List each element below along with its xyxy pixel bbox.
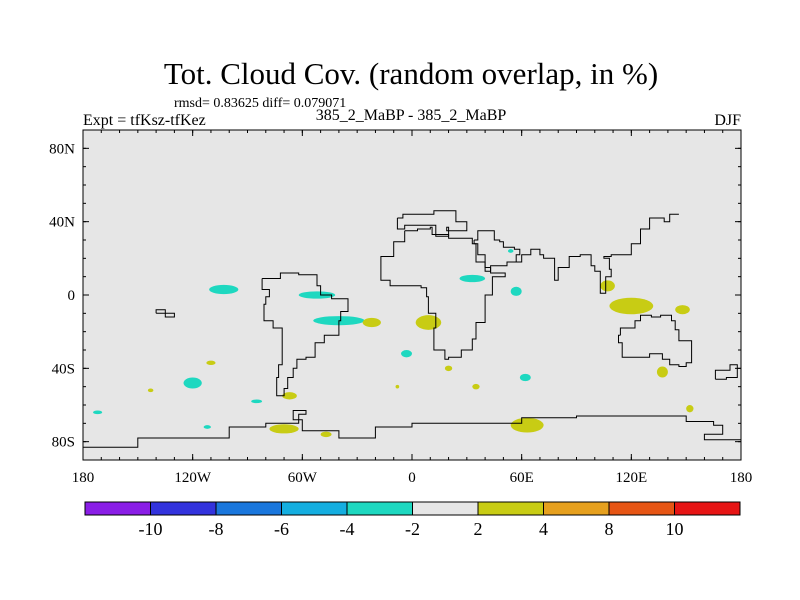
- anomaly-patch: [686, 405, 694, 413]
- colorbar-label: -8: [209, 519, 224, 539]
- coastline: [618, 314, 693, 367]
- x-tick-label: 60W: [288, 470, 318, 486]
- anomaly-patch: [206, 360, 216, 366]
- coastline: [516, 213, 679, 294]
- y-tick-label: 0: [68, 288, 76, 304]
- anomaly-patch: [395, 384, 400, 389]
- coastline-layer: [83, 210, 741, 449]
- coastline: [714, 364, 738, 380]
- y-tick-label: 40N: [49, 215, 75, 231]
- anomaly-patch: [600, 280, 615, 292]
- anomaly-patch: [209, 284, 239, 295]
- anomaly-patch: [362, 317, 381, 328]
- colorbar-swatch: [281, 501, 348, 516]
- colorbar-label: -2: [405, 519, 420, 539]
- colorbar-swatch: [543, 501, 610, 516]
- anomaly-patch: [444, 365, 453, 372]
- colorbar-swatch: [84, 501, 151, 516]
- comparison-label: 385_2_MaBP - 385_2_MaBP: [316, 107, 507, 124]
- colorbar: -10 -8 -6 -4 -2 2 4 8 10: [84, 501, 741, 539]
- anomaly-patch: [459, 274, 486, 283]
- plot-background: [83, 130, 741, 460]
- x-tick-label: 60E: [510, 470, 534, 486]
- colorbar-swatch: [674, 501, 741, 516]
- colorbar-label: 10: [666, 519, 684, 539]
- anomaly-patch: [93, 410, 103, 415]
- colorbar-label: 8: [605, 519, 614, 539]
- x-tick-label: 180: [72, 470, 95, 486]
- x-tick-label: 120W: [174, 470, 212, 486]
- anomaly-patch: [401, 350, 412, 358]
- anomaly-patch: [320, 431, 332, 438]
- colorbar-swatch: [346, 501, 413, 516]
- coastline: [261, 272, 349, 397]
- chart-title: Tot. Cloud Cov. (random overlap, in %): [164, 56, 658, 91]
- x-tick-label: 0: [408, 470, 416, 486]
- anomaly-patch: [507, 249, 514, 253]
- anomaly-patch: [298, 291, 336, 299]
- anomaly-patch: [415, 315, 442, 330]
- coastline: [396, 210, 468, 237]
- colorbar-swatch: [215, 501, 282, 516]
- anomaly-patch: [675, 305, 690, 315]
- anomaly-patch: [519, 373, 531, 382]
- colorbar-label: 2: [474, 519, 483, 539]
- coastline: [380, 226, 506, 360]
- colorbar-swatch: [150, 501, 217, 516]
- anomaly-patch: [609, 297, 654, 315]
- anomaly-patch: [510, 286, 522, 296]
- colorbar-label: 4: [539, 519, 548, 539]
- experiment-label: Expt = tfKsz-tfKez: [83, 112, 206, 129]
- colorbar-swatch: [608, 501, 675, 516]
- coastline: [155, 309, 175, 318]
- anomaly-patch: [251, 399, 263, 404]
- coastline: [83, 410, 741, 449]
- anomaly-patch: [147, 388, 154, 393]
- colorbar-label: -4: [340, 519, 355, 539]
- colorbar-label: -10: [139, 519, 163, 539]
- season-label: DJF: [714, 112, 741, 129]
- y-tick-label: 80N: [49, 141, 75, 157]
- anomaly-patch: [183, 377, 202, 389]
- colorbar-swatch: [412, 501, 479, 516]
- x-tick-label: 120E: [615, 470, 647, 486]
- anomaly-patch: [510, 417, 544, 433]
- y-tick-label: 80S: [52, 435, 75, 451]
- y-tick-label: 40S: [52, 361, 75, 377]
- x-tick-label: 180: [730, 470, 753, 486]
- anomaly-patch: [656, 366, 668, 378]
- anomaly-patch: [472, 383, 480, 390]
- coastline: [473, 230, 521, 272]
- axis-layer: 180 120W 60W 0 60E 120E 180 80N 40N 0 40S 80S: [49, 130, 752, 486]
- anomaly-patch: [282, 392, 297, 400]
- stats-text: rmsd= 0.83625 diff= 0.079071: [174, 96, 346, 111]
- anomaly-patch: [203, 425, 211, 429]
- anomaly-patch: [269, 424, 299, 434]
- colorbar-swatch: [477, 501, 544, 516]
- colorbar-label: -6: [274, 519, 289, 539]
